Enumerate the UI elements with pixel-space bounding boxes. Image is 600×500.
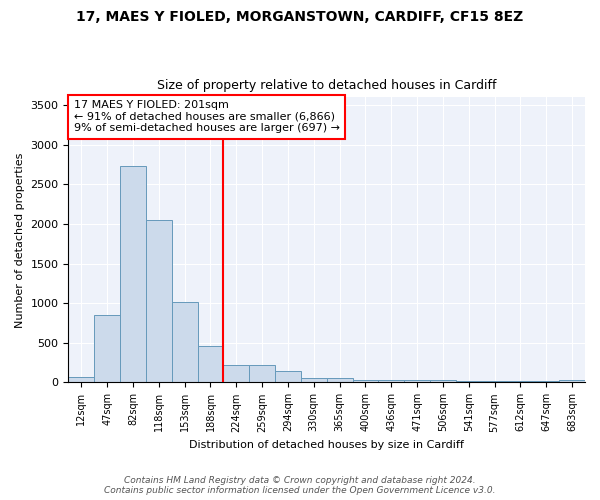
Bar: [301, 378, 327, 382]
Bar: [482, 381, 508, 382]
Text: 17 MAES Y FIOLED: 201sqm
← 91% of detached houses are smaller (6,866)
9% of semi: 17 MAES Y FIOLED: 201sqm ← 91% of detach…: [74, 100, 340, 134]
Text: 17, MAES Y FIOLED, MORGANSTOWN, CARDIFF, CF15 8EZ: 17, MAES Y FIOLED, MORGANSTOWN, CARDIFF,…: [76, 10, 524, 24]
Text: Contains HM Land Registry data © Crown copyright and database right 2024.
Contai: Contains HM Land Registry data © Crown c…: [104, 476, 496, 495]
Bar: [379, 380, 404, 382]
Bar: [353, 380, 379, 382]
Bar: [68, 378, 94, 382]
Bar: [456, 381, 482, 382]
Bar: [197, 346, 223, 383]
X-axis label: Distribution of detached houses by size in Cardiff: Distribution of detached houses by size …: [189, 440, 464, 450]
Bar: [223, 365, 249, 382]
Bar: [146, 220, 172, 382]
Bar: [430, 380, 456, 382]
Bar: [172, 302, 197, 382]
Bar: [533, 381, 559, 382]
Bar: [559, 380, 585, 382]
Bar: [327, 378, 353, 382]
Bar: [275, 371, 301, 382]
Bar: [94, 315, 120, 382]
Y-axis label: Number of detached properties: Number of detached properties: [15, 152, 25, 328]
Bar: [249, 365, 275, 382]
Bar: [120, 166, 146, 382]
Bar: [404, 380, 430, 382]
Bar: [508, 381, 533, 382]
Title: Size of property relative to detached houses in Cardiff: Size of property relative to detached ho…: [157, 79, 496, 92]
